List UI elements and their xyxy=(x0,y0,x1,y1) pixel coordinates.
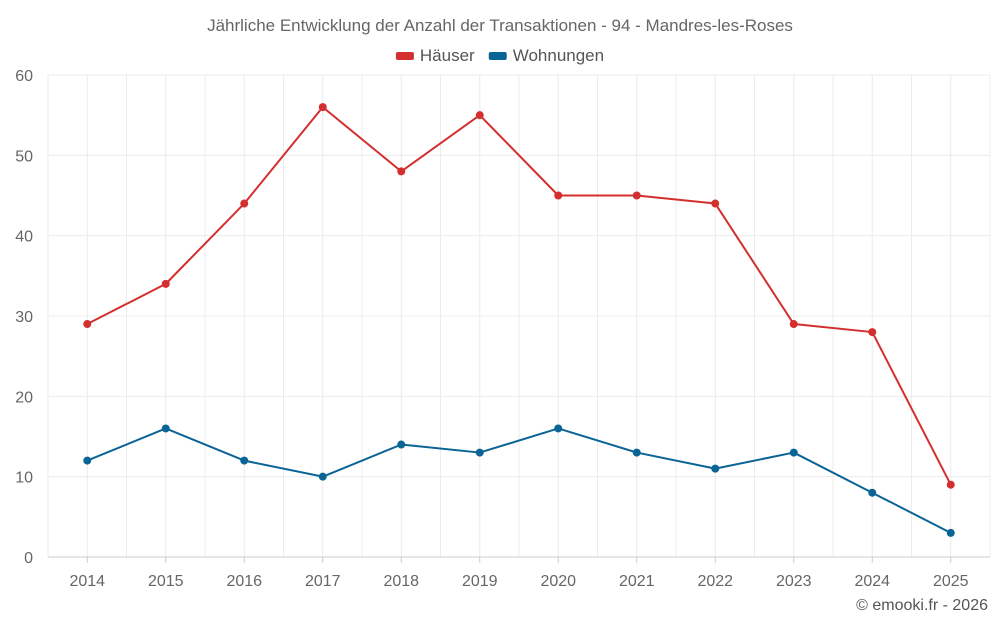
legend-label: Wohnungen xyxy=(513,46,604,65)
axis-layer: 0 10 20 30 40 50 60 2014 2015 2016 2017 2018 2019 202… xyxy=(15,68,990,590)
data-point[interactable] xyxy=(789,448,798,457)
y-tick-label: 50 xyxy=(15,148,33,165)
data-point[interactable] xyxy=(161,424,170,433)
y-tick-label: 20 xyxy=(15,389,33,406)
x-tick-label: 2023 xyxy=(776,573,812,590)
data-point[interactable] xyxy=(554,191,563,200)
x-tick-label: 2016 xyxy=(226,573,262,590)
data-point[interactable] xyxy=(83,456,92,465)
x-tick-label: 2020 xyxy=(540,573,576,590)
series-line-0 xyxy=(86,106,952,486)
credit-text: © emooki.fr - 2026 xyxy=(856,597,988,614)
x-tick-label: 2017 xyxy=(305,573,341,590)
y-tick-label: 40 xyxy=(15,229,33,246)
series-layer xyxy=(83,103,955,537)
data-point[interactable] xyxy=(475,448,484,457)
y-tick-label: 30 xyxy=(15,309,33,326)
legend-swatch[interactable] xyxy=(488,52,507,60)
data-point[interactable] xyxy=(240,456,249,465)
y-tick-label: 0 xyxy=(24,550,33,567)
data-point[interactable] xyxy=(789,320,798,329)
data-point[interactable] xyxy=(554,424,563,433)
y-tick-label: 60 xyxy=(15,68,33,85)
data-point[interactable] xyxy=(475,111,484,120)
data-point[interactable] xyxy=(397,440,406,449)
y-tick-label: 10 xyxy=(15,470,33,487)
x-tick-label: 2015 xyxy=(148,573,184,590)
data-point[interactable] xyxy=(868,328,877,337)
legend: Häuser Wohnungen xyxy=(395,46,604,65)
x-tick-label: 2022 xyxy=(697,573,733,590)
data-point[interactable] xyxy=(240,199,249,208)
data-point[interactable] xyxy=(318,472,327,481)
data-point[interactable] xyxy=(632,191,641,200)
chart-title: Jährliche Entwicklung der Anzahl der Tra… xyxy=(207,16,793,35)
legend-swatch[interactable] xyxy=(395,52,414,60)
x-tick-label: 2014 xyxy=(69,573,105,590)
x-tick-label: 2018 xyxy=(383,573,419,590)
x-tick-label: 2019 xyxy=(462,573,498,590)
data-point[interactable] xyxy=(397,167,406,176)
data-point[interactable] xyxy=(946,528,955,537)
data-point[interactable] xyxy=(868,488,877,497)
x-tick-label: 2025 xyxy=(933,573,969,590)
data-point[interactable] xyxy=(83,320,92,329)
data-point[interactable] xyxy=(711,199,720,208)
series-line-1 xyxy=(86,427,952,534)
data-point[interactable] xyxy=(632,448,641,457)
data-point[interactable] xyxy=(946,480,955,489)
grid-layer xyxy=(47,74,991,557)
data-point[interactable] xyxy=(161,279,170,288)
legend-label: Häuser xyxy=(420,46,475,65)
data-point[interactable] xyxy=(318,103,327,112)
data-point[interactable] xyxy=(711,464,720,473)
x-tick-label: 2024 xyxy=(854,573,890,590)
x-tick-label: 2021 xyxy=(619,573,655,590)
